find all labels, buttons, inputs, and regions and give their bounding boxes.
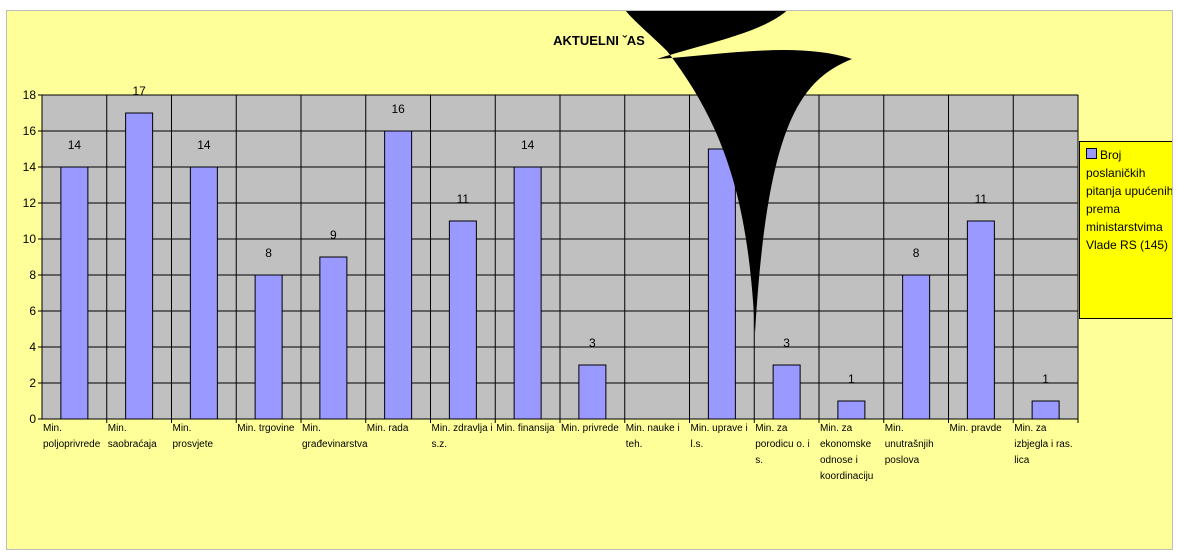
bar (513, 166, 542, 420)
bar (1031, 400, 1060, 420)
data-label: 8 (265, 246, 272, 260)
x-tick-label: Min. zdravlja i s.z. (431, 423, 493, 450)
x-tick-label: Min. trgovine (237, 423, 295, 434)
y-axis: 0 2 4 6 8 10 12 14 16 18 (23, 88, 43, 426)
bar (189, 166, 218, 420)
data-label: 3 (589, 336, 596, 350)
data-label: 16 (391, 102, 405, 116)
x-tick-label: Min. saobraćaja (107, 423, 157, 450)
data-label: 8 (913, 246, 920, 260)
y-tick-label: 18 (23, 88, 37, 102)
bar (448, 220, 477, 420)
bar (772, 364, 801, 420)
x-tick-label: Min. finansija (496, 423, 555, 434)
y-tick-label: 6 (29, 304, 36, 318)
bar-series (60, 112, 1060, 420)
x-tick-label: Min. privrede (561, 423, 619, 434)
y-tick-label: 14 (23, 160, 37, 174)
bar (966, 220, 995, 420)
y-tick-label: 2 (29, 376, 36, 390)
bar (125, 112, 154, 420)
data-label: 11 (457, 192, 470, 206)
chart-area: AKTUELNI ˇAS 0 2 4 6 8 10 12 14 16 18 14 17 14 8 9 16 1… (6, 10, 1173, 550)
cursor-overlay-shape (625, 11, 852, 333)
data-label: 14 (521, 138, 535, 152)
x-tick-label: Min. pravde (949, 423, 1002, 434)
x-tick-label: Min. građevinarstva (302, 423, 368, 450)
bar (578, 364, 607, 420)
x-tick-label: Min. unutrašnjih poslova (884, 423, 934, 466)
data-label: 14 (197, 138, 211, 152)
data-label: 3 (783, 336, 790, 350)
data-label: 14 (68, 138, 82, 152)
y-tick-label: 0 (29, 412, 36, 426)
bar (384, 130, 413, 420)
bar (902, 274, 931, 420)
bar (254, 274, 283, 420)
y-tick-label: 8 (29, 268, 36, 282)
x-tick-label: Min. nauke i teh. (625, 423, 680, 450)
x-tick-label: Min. uprave i l.s. (690, 423, 748, 450)
bar (837, 400, 866, 420)
x-tick-label: Min. za porodicu o. i s. (755, 423, 810, 466)
bar (319, 256, 348, 420)
legend: Broj poslaničkih pitanja upućenih prema … (1079, 141, 1173, 319)
y-tick-label: 4 (29, 340, 36, 354)
legend-swatch (1086, 148, 1097, 159)
chart-title: AKTUELNI ˇAS (553, 33, 645, 48)
x-tick-label: Min. poljoprivrede (43, 423, 101, 450)
data-label: 11 (975, 192, 988, 206)
x-tick-label: Min. rada (366, 423, 409, 434)
bar (60, 166, 89, 420)
x-tick-label: Min. za ekonomske odnose i koordinaciju (820, 423, 874, 482)
y-tick-label: 16 (23, 124, 37, 138)
x-tick-label: Min. prosvjete (172, 423, 214, 450)
x-tick-label: Min. za izbjegla i ras. lica (1014, 423, 1073, 466)
data-label: 9 (330, 228, 337, 242)
y-tick-label: 12 (23, 196, 37, 210)
data-label: 1 (1042, 372, 1049, 386)
legend-entry: Broj poslaničkih pitanja upućenih prema … (1086, 148, 1173, 252)
y-tick-label: 10 (23, 232, 37, 246)
data-label: 17 (132, 84, 146, 98)
bar (707, 148, 736, 420)
data-label: 1 (848, 372, 855, 386)
